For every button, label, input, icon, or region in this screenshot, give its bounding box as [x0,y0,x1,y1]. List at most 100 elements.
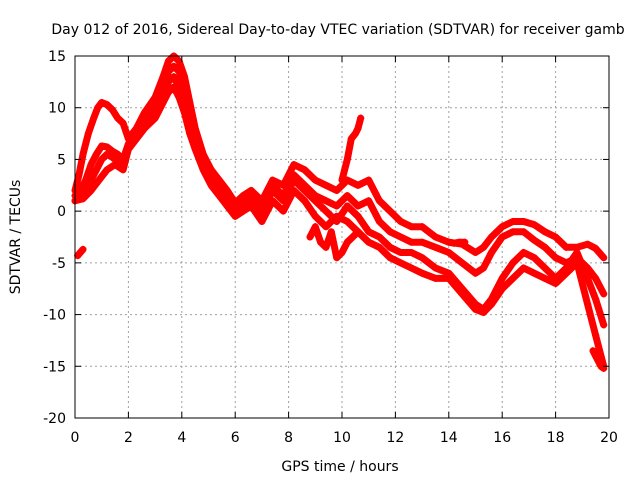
data-point [418,254,426,262]
data-point [290,176,298,184]
data-point [365,176,373,184]
data-point [231,212,239,220]
data-point [445,274,453,282]
x-tick-label: 10 [333,430,351,446]
data-point [418,238,426,246]
data-point [338,249,346,257]
data-point [347,135,355,143]
data-point [407,249,415,257]
data-point [175,68,183,76]
data-point [509,274,517,282]
grid [75,56,609,418]
y-tick-label: 5 [57,152,66,168]
data-point [343,192,351,200]
data-point [584,300,592,308]
data-point [269,186,277,194]
data-point [480,309,488,317]
data-point [509,217,517,225]
data-point [354,228,362,236]
data-point [375,243,383,251]
data-point [322,207,330,215]
data-point [103,166,111,174]
data-point [541,228,549,236]
data-point [114,150,122,158]
data-point [311,223,319,231]
data-point [600,290,608,298]
x-tick-label: 20 [600,430,618,446]
data-point [98,142,106,150]
y-tick-label: -20 [43,411,66,427]
data-point [552,254,560,262]
data-point [338,176,346,184]
data-point [520,264,528,272]
data-point [472,249,479,257]
data-point [418,269,426,277]
x-tick-label: 18 [547,430,565,446]
data-point [317,238,325,246]
data-point [95,176,103,184]
data-point [594,357,602,365]
data-point [397,217,405,225]
data-point [239,207,247,215]
data-point [375,197,383,205]
data-point [103,101,111,109]
data-point [349,233,357,241]
series-band [71,52,608,262]
data-point [170,73,178,81]
y-axis-label: SDTVAR / TECUs [8,180,24,295]
data-series [71,52,608,372]
data-point [79,150,87,158]
data-point [311,212,319,220]
data-point [79,195,87,203]
series-track-9 [589,347,608,372]
data-point [333,254,341,262]
data-point [186,130,194,138]
data-point [108,106,116,114]
data-point [191,145,199,153]
data-point [92,150,100,158]
data-point [354,124,362,132]
data-point [311,197,319,205]
y-tick-label: -5 [52,256,66,272]
data-point [343,238,351,246]
data-point [301,197,309,205]
data-point [279,207,287,215]
data-point [498,274,506,282]
data-point [175,93,183,101]
data-point [498,233,506,241]
data-point [541,264,549,272]
y-tick-label: -10 [43,308,66,324]
data-point [397,259,405,267]
data-point [103,150,111,158]
data-point [445,238,453,246]
data-point [79,245,87,253]
data-point [530,254,538,262]
data-point [498,223,506,231]
tick-marks [74,55,610,419]
data-point [541,243,549,251]
data-point [450,239,458,247]
data-point [98,99,106,107]
data-point [592,295,600,303]
data-point [164,57,172,65]
data-point [562,243,570,251]
data-point [170,83,178,91]
x-tick-label: 8 [284,430,293,446]
data-point [207,181,215,189]
data-point [458,259,466,267]
data-point [573,249,581,257]
data-point [151,114,159,122]
data-point [592,244,600,252]
data-point [509,228,517,236]
data-point [290,161,298,169]
data-point [458,290,466,298]
data-point [322,197,330,205]
data-point [461,238,469,246]
data-point [354,202,362,210]
data-point [357,114,365,122]
data-point [354,212,362,220]
data-point [386,228,394,236]
series-track-4 [71,83,608,370]
data-point [108,153,116,161]
data-point [301,166,309,174]
